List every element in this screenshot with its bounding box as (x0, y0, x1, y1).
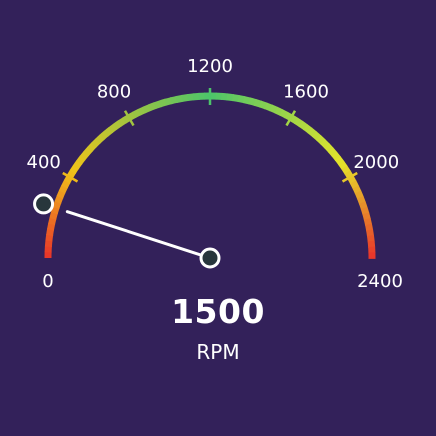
gauge-arc-segment (364, 208, 366, 214)
gauge-arc-segment (330, 150, 334, 155)
gauge-drag-handle[interactable] (35, 195, 53, 213)
gauge-arc-segment (97, 137, 102, 141)
gauge-arc-segment (370, 230, 371, 236)
gauge-arc-segment (49, 235, 50, 241)
gauge-tick-label-0: 0 (42, 271, 53, 292)
gauge-arc-segment (334, 154, 338, 159)
gauge-arc-segment (227, 97, 233, 98)
gauge-arc-segment (318, 138, 323, 142)
gauge-arc-segment (160, 102, 166, 104)
gauge-tick-label-2000: 2000 (353, 152, 399, 173)
gauge-arc-segment (115, 123, 120, 127)
gauge-arc-segment (356, 187, 359, 193)
gauge-arc-segment (238, 98, 244, 99)
gauge-arc-segment (301, 124, 306, 128)
gauge-arc-segment (119, 120, 124, 124)
gauge-arc-segment (52, 218, 53, 224)
gauge-arc-segment (48, 240, 49, 246)
gauge-arc-segment (353, 182, 356, 188)
gauge-arc-segment (56, 202, 58, 208)
gauge-arc-segment (260, 104, 266, 106)
gauge-arc-segment (176, 98, 182, 99)
gauge-arc-segment (368, 224, 369, 230)
gauge-arc-segment (370, 235, 371, 241)
gauge-tick-label-1600: 1600 (283, 82, 329, 103)
gauge-arc-segment (134, 112, 140, 115)
gauge-value-readout: 1500 (0, 292, 436, 331)
gauge-arc-segment (144, 107, 150, 110)
gauge-tick-label-800: 800 (97, 82, 131, 103)
gauge-arc-segment (182, 97, 188, 98)
gauge-arc-segment (362, 203, 364, 209)
gauge-arc (48, 96, 372, 259)
gauge-arc-segment (53, 213, 55, 219)
gauge-arc-segment (139, 110, 145, 113)
gauge-arc-segment (165, 101, 171, 103)
gauge-arc-segment (102, 133, 107, 137)
gauge-arc-segment (265, 106, 271, 108)
gauge-arc-segment (281, 112, 287, 115)
gauge-arc-segment (50, 229, 51, 235)
gauge-tick-label-2400: 2400 (357, 271, 403, 292)
gauge-arc-segment (171, 99, 177, 100)
gauge-arc-segment (62, 186, 65, 192)
gauge-tick-label-1200: 1200 (187, 56, 233, 77)
gauge-arc-segment (360, 197, 362, 203)
gauge-arc-segment (323, 141, 328, 146)
gauge-arc-segment (366, 213, 368, 219)
gauge-arc-segment (358, 192, 361, 198)
gauge-arc-segment (64, 181, 67, 187)
gauge-arc-segment (79, 158, 83, 163)
gauge-arc-segment (90, 145, 94, 150)
gauge-arc-segment (271, 108, 277, 111)
gauge-arc-segment (155, 104, 161, 106)
gauge-arc-segment (106, 130, 111, 134)
gauge-unit-label: RPM (0, 340, 436, 364)
gauge-arc-segment (338, 158, 342, 163)
gauge-arc-segment (255, 102, 261, 104)
gauge-arc-segment (149, 105, 155, 107)
gauge-arc-segment (305, 127, 310, 131)
gauge-arc-segment (249, 101, 255, 103)
gauge-arc-segment (276, 110, 282, 113)
gauge-arc-segment (82, 153, 86, 158)
gauge-arc-segment (93, 141, 98, 146)
needle-hub (201, 249, 219, 267)
gauge-arc-segment (86, 149, 90, 154)
gauge-arc-segment (244, 100, 250, 101)
gauge-arc-segment (367, 219, 368, 225)
gauge-tick-label-400: 400 (27, 152, 61, 173)
gauge-arc-segment (344, 167, 348, 172)
gauge-arc-segment (327, 145, 331, 150)
gauge-arc-segment (54, 207, 56, 213)
gauge-arc-segment (60, 191, 63, 197)
gauge-arc-segment (341, 163, 345, 168)
gauge-arc-segment (73, 167, 77, 172)
gauge-arc-segment (58, 197, 60, 203)
gauge-arc-segment (310, 130, 315, 134)
gauge-arc-segment (233, 98, 239, 99)
gauge-arc-segment (221, 96, 227, 97)
gauge-arc-segment (187, 97, 193, 98)
gauge-needle (67, 212, 210, 258)
gauge-arc-segment (371, 241, 372, 247)
gauge-arc-segment (50, 223, 51, 229)
gauge-arc-segment (193, 96, 199, 97)
gauge-arc-segment (110, 126, 115, 130)
gauge-arc-segment (314, 134, 319, 138)
gauge-arc-segment (76, 162, 80, 167)
gauge-arc-segment (296, 121, 301, 125)
